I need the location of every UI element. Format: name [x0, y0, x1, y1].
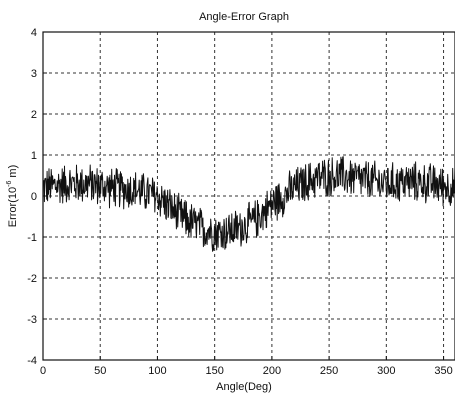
- chart-title: Angle-Error Graph: [199, 11, 289, 23]
- y-tick-label: -3: [27, 314, 37, 326]
- y-tick-label: 0: [31, 191, 37, 203]
- x-tick-label: 50: [94, 365, 106, 377]
- x-tick-label: 200: [263, 365, 281, 377]
- y-tick-label: 2: [31, 109, 37, 121]
- y-tick-label: 3: [31, 68, 37, 80]
- error-series: [42, 156, 455, 252]
- x-axis-ticks: 0 50 100 150 200 250 300 350: [40, 356, 453, 377]
- x-tick-label: 0: [40, 365, 46, 377]
- y-axis-ticks: -4 -3 -2 -1 0 1 2 3 4: [27, 27, 47, 367]
- y-tick-label: -2: [27, 273, 37, 285]
- y-tick-label: -1: [27, 232, 37, 244]
- x-axis-label: Angle(Deg): [216, 381, 272, 393]
- y-axis-label-unit: m): [7, 165, 19, 181]
- x-tick-label: 150: [205, 365, 223, 377]
- x-tick-label: 100: [148, 365, 166, 377]
- y-tick-label: -4: [27, 355, 37, 367]
- x-tick-label: 300: [377, 365, 395, 377]
- x-tick-label: 250: [320, 365, 338, 377]
- series-line: [42, 156, 455, 252]
- x-tick-label: 350: [434, 365, 452, 377]
- y-tick-label: 1: [31, 150, 37, 162]
- y-tick-label: 4: [31, 27, 37, 39]
- y-axis-label-exponent: -6: [6, 181, 13, 187]
- y-axis-label-base: Error(10: [7, 187, 19, 227]
- y-axis-label: Error(10-6 m): [6, 165, 19, 227]
